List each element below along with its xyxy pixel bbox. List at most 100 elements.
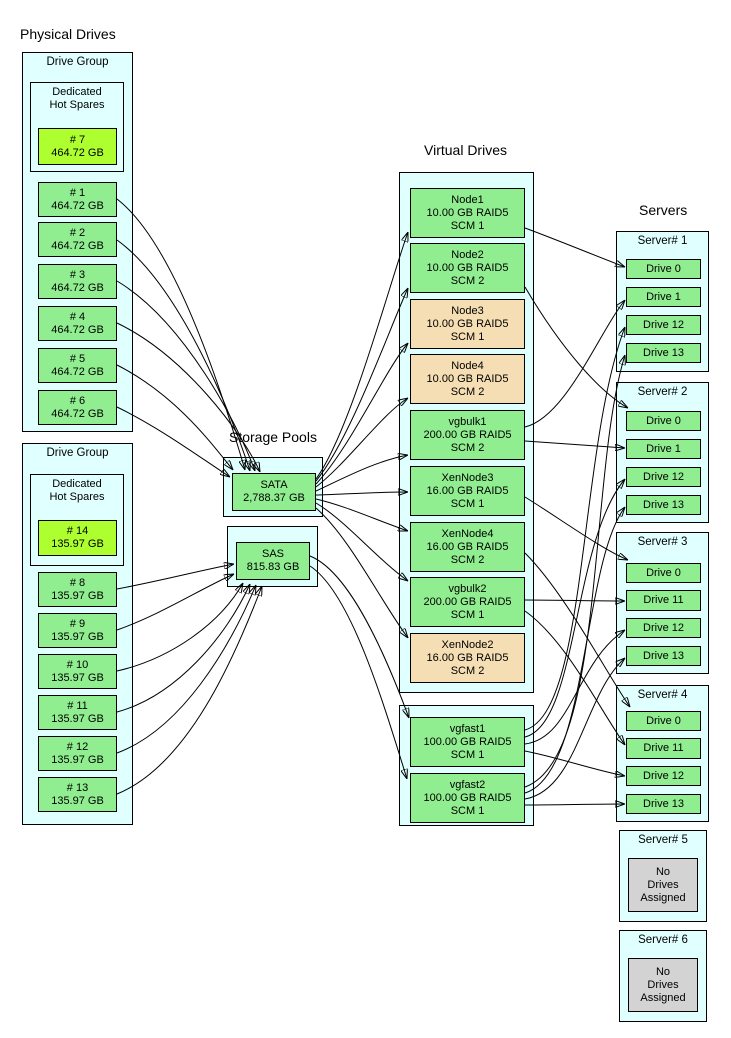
edge-drive9-sas <box>116 574 234 631</box>
virtual-drive-vgbulk1: vgbulk1 200.00 GB RAID5 SCM 2 <box>410 410 525 460</box>
drive-size: 135.97 GB <box>51 794 104 807</box>
server-2-drive-13: Drive 13 <box>626 495 701 515</box>
server-1-label: Server# 1 <box>637 235 688 247</box>
drive-size: 464.72 GB <box>51 146 104 159</box>
drive-size: 464.72 GB <box>51 407 104 420</box>
drive-size: 135.97 GB <box>51 538 104 550</box>
virtual-drive-vgbulk2: vgbulk2 200.00 GB RAID5 SCM 1 <box>410 577 525 627</box>
virtual-drive-xennode3: XenNode3 16.00 GB RAID5 SCM 1 <box>410 466 525 516</box>
edge-drive11-sas <box>116 584 250 713</box>
edge-vgfast2-s2d13 <box>524 507 625 794</box>
drive-size: 135.97 GB <box>51 712 104 725</box>
edge-xennode3-s3d0 <box>524 496 628 560</box>
vd-scm: SCM 1 <box>450 330 485 343</box>
pool-name: SAS <box>261 548 284 560</box>
vd-size: 16.00 GB RAID5 <box>426 540 509 553</box>
physical-drive-10: # 10 135.97 GB <box>38 654 117 689</box>
physical-drive-4: # 4 464.72 GB <box>38 306 117 341</box>
edge-drive6-sata <box>116 406 230 477</box>
vd-scm: SCM 2 <box>450 274 485 287</box>
edge-drive5-sata <box>116 364 233 470</box>
vd-name: vgbulk2 <box>448 582 487 595</box>
drive-size: 135.97 GB <box>51 589 104 602</box>
edge-vgbulk1-s1d1 <box>524 300 625 428</box>
vd-name: vgfast1 <box>449 722 486 735</box>
drive-id: # 13 <box>66 781 89 794</box>
drive-id: # 10 <box>66 658 89 671</box>
server-4-drive-13: Drive 13 <box>626 794 701 814</box>
vd-size: 200.00 GB RAID5 <box>423 595 512 608</box>
edge-vgfast2-s3d13 <box>524 658 625 800</box>
server-6-label: Server# 6 <box>638 934 688 946</box>
vd-size: 16.00 GB RAID5 <box>426 484 509 497</box>
server-drive-label: Drive 0 <box>646 262 681 275</box>
edge-sata-xennode4 <box>315 498 408 531</box>
server-2-drive-1: Drive 1 <box>626 439 701 459</box>
drive-id: # 2 <box>69 226 86 239</box>
edge-vgfast2-s4d13 <box>524 804 625 805</box>
vd-scm: SCM 1 <box>450 219 485 232</box>
server-drive-label: Drive 11 <box>643 594 684 606</box>
edge-vgbulk2-s3d11 <box>524 600 625 601</box>
physical-drive-2: # 2 464.72 GB <box>38 222 117 257</box>
server-drive-label: Drive 13 <box>643 797 684 810</box>
vd-name: XenNode2 <box>441 638 494 651</box>
edge-sata-vgbulk2 <box>315 502 408 581</box>
drive-id: # 11 <box>67 699 88 712</box>
edge-sas-vgfast1 <box>309 555 409 718</box>
edge-node1-s1d0 <box>524 227 625 267</box>
physical-drive-13: # 13 135.97 GB <box>38 777 117 812</box>
virtual-drive-vgfast2: vgfast2 100.00 GB RAID5 SCM 1 <box>410 773 525 823</box>
storage-pools-heading: Storage Pools <box>229 429 317 445</box>
hot-spares-2-label: Dedicated Hot Spares <box>49 478 105 503</box>
virtual-drive-xennode2: XenNode2 16.00 GB RAID5 SCM 2 <box>410 633 525 683</box>
server-drive-label: Drive 12 <box>643 621 684 634</box>
pool-size: 2,788.37 GB <box>243 492 305 504</box>
server-1-drive-0: Drive 0 <box>626 259 701 279</box>
vd-name: vgfast2 <box>449 778 486 791</box>
server-4-drive-11: Drive 11 <box>626 738 701 759</box>
server-3-drive-13: Drive 13 <box>626 646 701 666</box>
virtual-drives-heading: Virtual Drives <box>424 142 507 158</box>
vd-scm: SCM 2 <box>450 553 485 566</box>
edge-drive10-sas <box>116 583 243 672</box>
server-drive-label: Drive 12 <box>643 470 684 483</box>
server-6-no-drives: No Drives Assigned <box>628 958 698 1012</box>
vd-size: 10.00 GB RAID5 <box>426 261 509 274</box>
edge-drive8-sas <box>116 564 234 590</box>
pool-size: 815.83 GB <box>246 561 300 573</box>
vd-size: 16.00 GB RAID5 <box>426 651 509 664</box>
edge-vgfast2-s1d13 <box>524 355 625 788</box>
edge-sas-vgfast2 <box>309 565 407 779</box>
server-2-drive-12: Drive 12 <box>626 467 701 487</box>
vd-size: 100.00 GB RAID5 <box>423 735 512 748</box>
vd-scm: SCM 2 <box>450 664 485 677</box>
edge-sata-node4 <box>315 398 408 488</box>
server-2-label: Server# 2 <box>637 386 688 398</box>
drive-size: 464.72 GB <box>51 365 104 378</box>
server-4-drive-12: Drive 12 <box>626 766 701 786</box>
vd-scm: SCM 1 <box>450 608 485 621</box>
server-drive-label: Drive 13 <box>643 498 684 511</box>
edge-sata-xennode2 <box>315 507 408 638</box>
server-drive-label: Drive 13 <box>643 649 684 662</box>
hot-spare-drive-14: # 14 135.97 GB <box>38 520 117 556</box>
server-4-drive-0: Drive 0 <box>626 711 701 731</box>
server-drive-label: Drive 11 <box>643 742 684 754</box>
physical-drive-1: # 1 464.72 GB <box>38 182 117 217</box>
vd-size: 100.00 GB RAID5 <box>423 791 512 804</box>
server-4-label: Server# 4 <box>637 689 688 701</box>
drive-id: # 9 <box>69 617 86 630</box>
drive-size: 135.97 GB <box>51 671 104 684</box>
vd-size: 10.00 GB RAID5 <box>426 206 509 219</box>
edge-drive4-sata <box>116 322 260 472</box>
hot-spare-drive-7: # 7 464.72 GB <box>38 128 117 165</box>
server-5-label: Server# 5 <box>638 834 688 846</box>
edge-sata-node3 <box>315 343 408 485</box>
drive-id: # 14 <box>66 525 89 537</box>
drive-group-2-label: Drive Group <box>46 447 109 459</box>
vd-name: Node2 <box>451 248 484 261</box>
pool-name: SATA <box>260 479 288 491</box>
drive-id: # 5 <box>69 352 86 365</box>
virtual-drive-node4: Node4 10.00 GB RAID5 SCM 2 <box>410 354 525 404</box>
